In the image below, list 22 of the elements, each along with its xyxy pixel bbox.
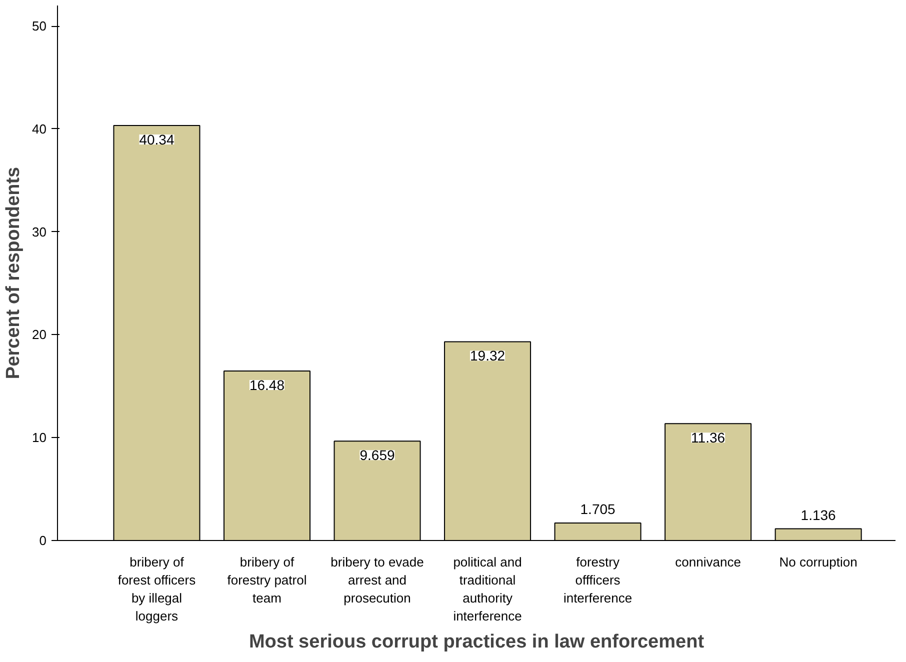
y-tick-label: 20 — [32, 327, 47, 342]
x-axis-title: Most serious corrupt practices in law enforcement — [248, 632, 705, 652]
x-tick-label: connivance — [675, 554, 741, 570]
x-tick-label: bribery to evade arrest and prosecution — [330, 554, 424, 606]
y-tick-label: 0 — [39, 533, 47, 548]
x-tick-label: forestry offficers interference — [563, 554, 632, 606]
y-axis-title: Percent of respondents — [3, 166, 24, 380]
x-tick-label: bribery of forestry patrol team — [227, 554, 307, 606]
data-label: 19.32 — [470, 348, 506, 364]
x-tick-label: No corruption — [779, 554, 858, 570]
y-tick-label: 30 — [32, 224, 47, 240]
data-label: 1.136 — [800, 506, 836, 523]
x-tick-label: political and traditional authority interference — [453, 554, 522, 624]
x-tick-label: bribery of forest officers by illegal loggers — [118, 554, 196, 624]
data-label: 11.36 — [691, 430, 726, 446]
y-tick-label: 40 — [32, 121, 47, 136]
y-tick-label: 10 — [32, 430, 47, 446]
data-label: 1.705 — [580, 500, 616, 517]
data-label: 40.34 — [139, 131, 174, 148]
data-label: 16.48 — [249, 376, 285, 393]
y-tick-label: 50 — [32, 18, 47, 34]
data-label: 9.659 — [360, 447, 395, 464]
